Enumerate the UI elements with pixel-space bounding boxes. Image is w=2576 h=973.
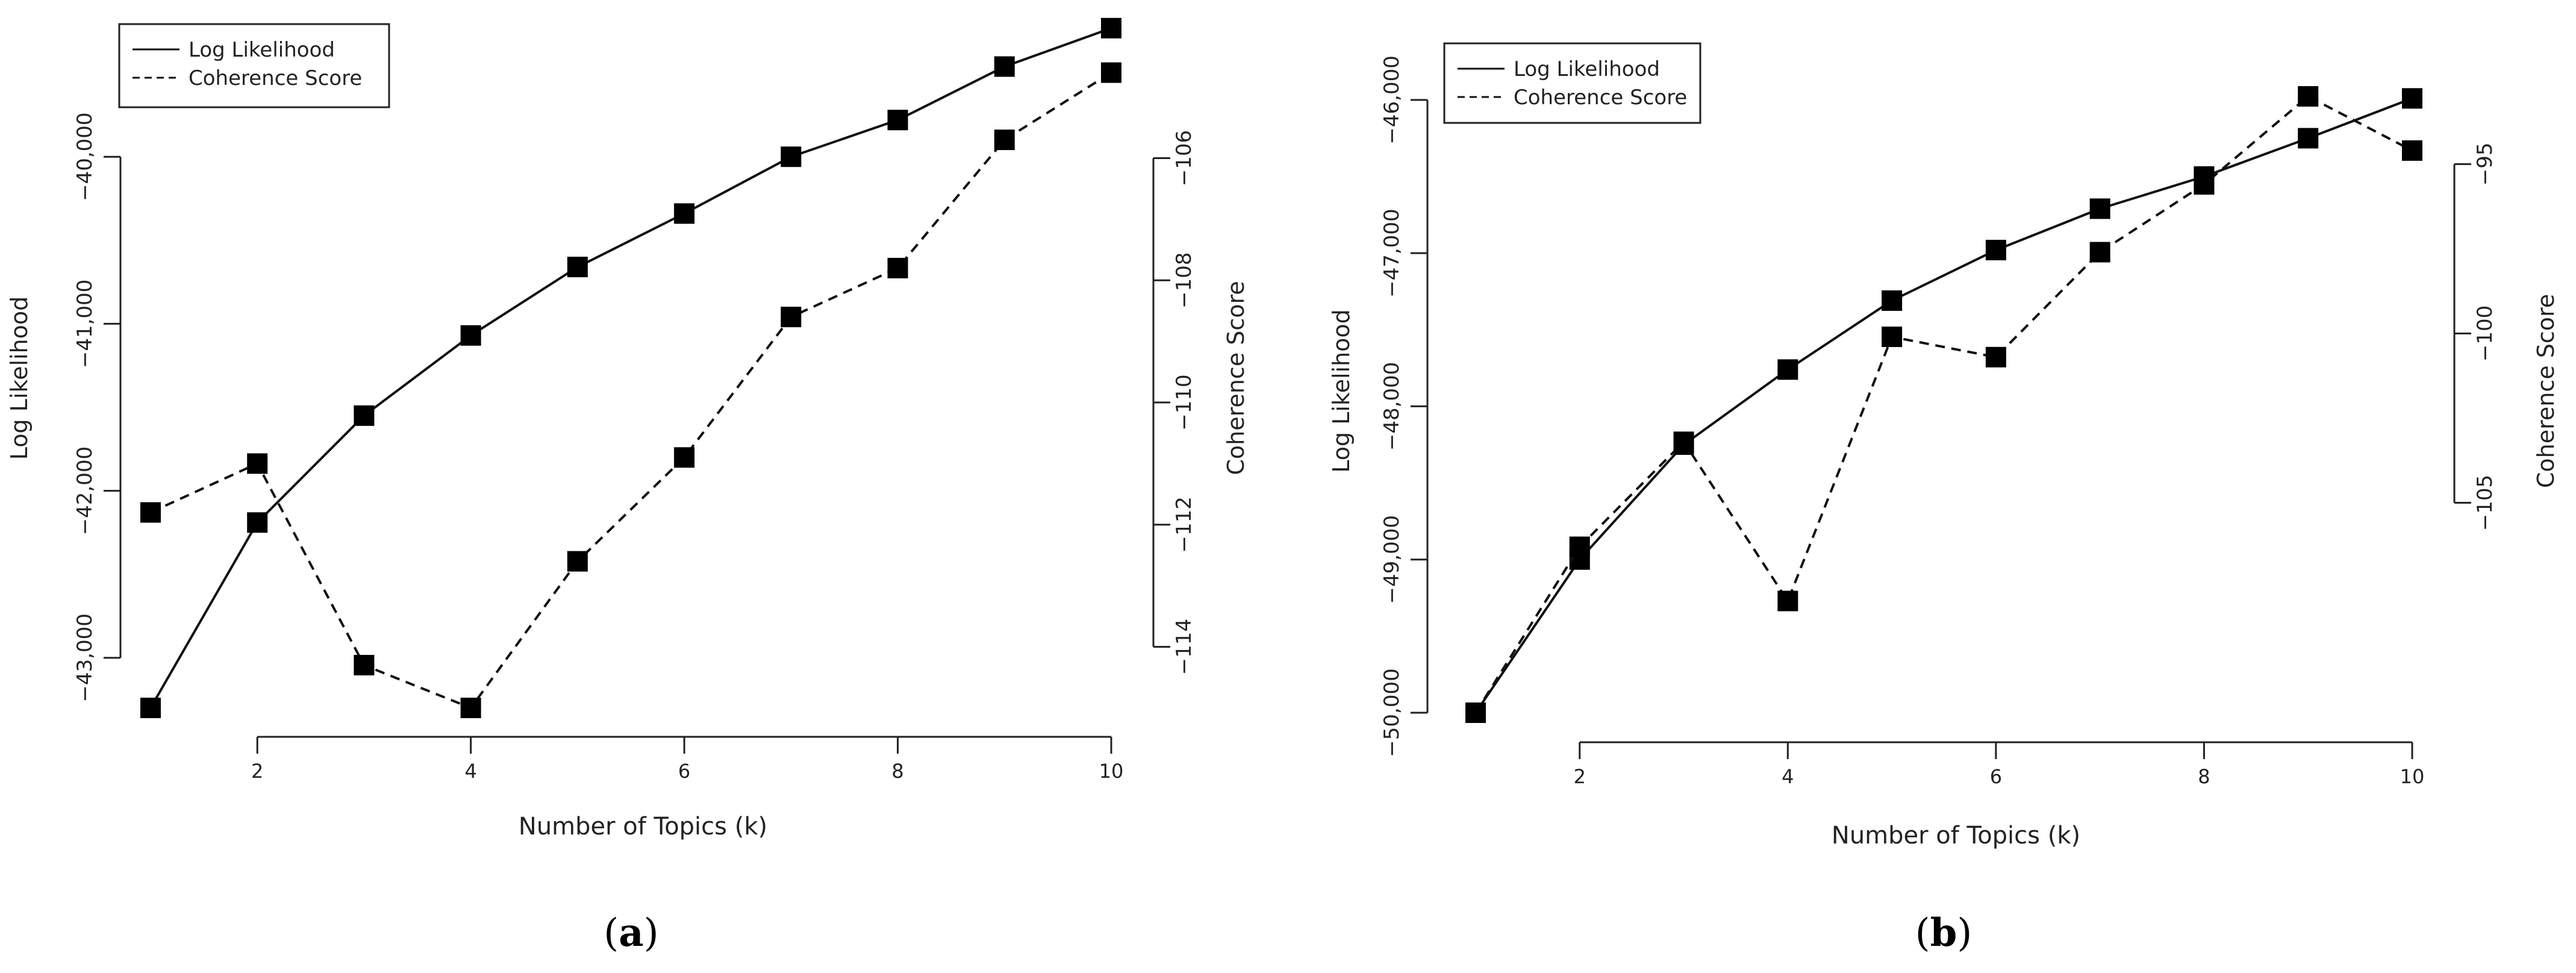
chart1-series-1-marker <box>2089 242 2110 263</box>
chart0-y-tick-label: −42,000 <box>73 446 97 535</box>
chart1-legend-label-0: Log Likelihood <box>1514 57 1660 81</box>
chart0-y2-tick-label: −114 <box>1172 619 1196 675</box>
chart1-y2-tick-label: −95 <box>2473 143 2497 186</box>
chart0-x-tick-label: 8 <box>891 760 903 783</box>
chart1-x-tick-label: 8 <box>2198 765 2210 788</box>
chart1-series-1-marker <box>1569 536 1590 557</box>
chart1-y2-axis-title: Coherence Score <box>2533 294 2559 488</box>
chart1-x-tick-label: 10 <box>2400 765 2425 788</box>
chart0-y-tick-label: −43,000 <box>73 613 97 702</box>
chart1-x-axis-title: Number of Topics (k) <box>1832 822 2080 849</box>
chart1-y-tick-label: −48,000 <box>1380 362 1404 451</box>
chart1-series-1-marker <box>1985 346 2006 368</box>
chart0-x-tick-label: 6 <box>678 760 690 783</box>
chart1-y-tick-label: −47,000 <box>1380 208 1404 297</box>
chart0-legend-box <box>118 23 390 108</box>
chart0-series-1-marker <box>994 130 1015 151</box>
chart1-series-0-marker <box>2089 198 2110 219</box>
chart0-series-1-marker <box>354 655 375 676</box>
chart0-series-0-marker <box>140 698 161 718</box>
chart0-series-0-marker <box>354 405 375 426</box>
chart0-y-axis-title: Log Likelihood <box>6 296 33 460</box>
chart0-series-1-marker <box>1101 62 1121 83</box>
chart1-series-1-marker <box>2298 86 2319 107</box>
chart0-series-0-marker <box>1101 17 1121 39</box>
chart1-legend-box <box>1443 42 1701 124</box>
chart1-series-1-marker <box>2402 140 2422 161</box>
chart1-series-1-marker <box>1465 702 1486 723</box>
chart0-panel-label: (a) <box>603 910 658 956</box>
chart1-series-1-line <box>1474 95 2413 714</box>
chart0-x-tick-label: 10 <box>1099 760 1124 783</box>
chart1-series-0-marker <box>2402 88 2422 109</box>
chart0-series-1-marker <box>781 307 802 328</box>
chart1-series-0-line <box>1474 97 2413 714</box>
chart1-series-0-marker <box>1777 359 1798 380</box>
chart1-x-tick-label: 2 <box>1574 765 1586 788</box>
chart1-y-axis-title: Log Likelihood <box>1328 309 1355 473</box>
chart1-series-1-marker <box>1882 327 1903 348</box>
chart0-legend-label-1: Coherence Score <box>189 66 362 90</box>
chart1-series-0-marker <box>1882 290 1903 311</box>
chart0-series-0-marker <box>247 512 268 533</box>
chart0-x-axis-title: Number of Topics (k) <box>519 813 767 840</box>
chart0-series-0-marker <box>567 257 588 278</box>
chart1-y-tick-label: −49,000 <box>1380 515 1404 604</box>
chart0-y2-tick-label: −108 <box>1172 252 1196 308</box>
chart1-legend-label-1: Coherence Score <box>1514 86 1687 110</box>
chart1-x-tick-label: 4 <box>1782 765 1794 788</box>
chart0-series-0-marker <box>674 203 695 224</box>
chart0-y-tick-label: −41,000 <box>73 280 97 368</box>
chart1-y-tick-label: −46,000 <box>1380 55 1404 144</box>
chart0-y2-tick-label: −106 <box>1172 130 1196 186</box>
chart0-y2-tick-label: −110 <box>1172 374 1196 430</box>
chart1-x-tick-label: 6 <box>1990 765 2002 788</box>
chart1-y2-tick-label: −100 <box>2473 305 2497 361</box>
chart1-y2-tick-label: −105 <box>2473 475 2497 531</box>
chart0-series-1-marker <box>674 447 695 468</box>
chart0-series-0-marker <box>460 325 481 346</box>
chart0-x-tick-label: 2 <box>251 760 263 783</box>
chart1-panel-label: (b) <box>1915 910 1973 956</box>
chart0-series-1-marker <box>887 258 908 278</box>
chart0-x-tick-label: 4 <box>464 760 476 783</box>
chart0-legend-label-0: Log Likelihood <box>189 38 335 62</box>
chart1-series-1-marker <box>1673 431 1694 452</box>
chart0-series-0-marker <box>994 56 1015 77</box>
chart0-y2-axis-title: Coherence Score <box>1223 281 1249 475</box>
chart0-y-tick-label: −40,000 <box>73 112 97 201</box>
chart0-y2-tick-label: −112 <box>1172 496 1196 552</box>
chart0-series-0-line <box>149 27 1112 709</box>
chart0-series-1-marker <box>460 698 481 718</box>
chart0-series-1-marker <box>247 453 268 474</box>
chart0-series-1-marker <box>140 502 161 523</box>
chart0-series-0-marker <box>887 110 908 131</box>
chart1-series-0-marker <box>2298 128 2319 149</box>
chart0-series-1-line <box>150 71 1112 710</box>
chart1-series-1-marker <box>1777 590 1798 612</box>
chart1-y-tick-label: −50,000 <box>1380 668 1404 757</box>
chart0-series-1-marker <box>567 551 588 572</box>
chart1-series-0-marker <box>1985 240 2006 261</box>
chart0-series-0-marker <box>781 146 802 167</box>
chart1-series-1-marker <box>2194 174 2215 195</box>
